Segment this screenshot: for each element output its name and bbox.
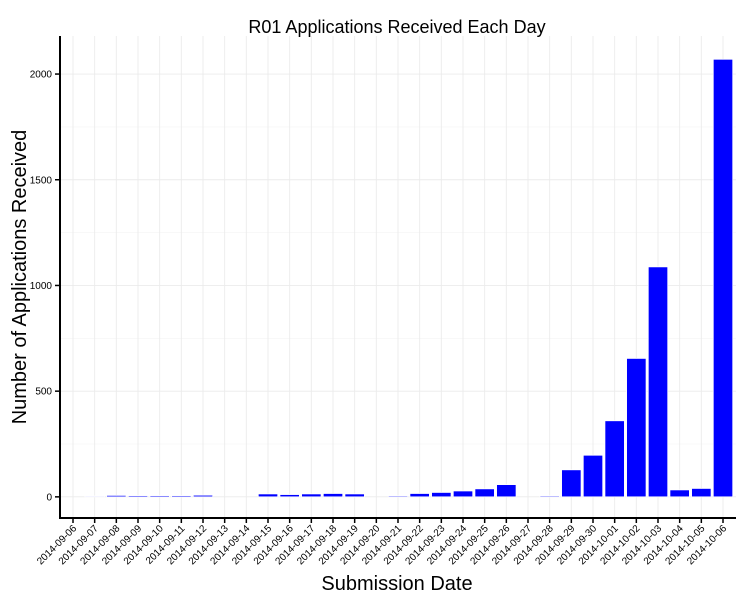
bar-2014-09-22 [409, 493, 430, 498]
bar-2014-09-18 [322, 493, 344, 498]
bar-2014-09-23 [431, 492, 452, 498]
bar-2014-09-17 [301, 493, 322, 498]
bar-2014-10-04 [669, 489, 690, 498]
y-tick-label: 1500 [30, 175, 53, 186]
y-axis-ticks: 0 500 1000 1500 2000 [30, 70, 60, 503]
bar-2014-10-05 [691, 488, 712, 498]
chart-title: R01 Applications Received Each Day [248, 17, 545, 37]
bar-2014-10-06 [712, 58, 734, 498]
bar-2014-09-16 [279, 494, 300, 498]
y-axis-title: Number of Applications Received [9, 130, 31, 425]
x-axis-title: Submission Date [321, 573, 472, 595]
bar-2014-10-03 [647, 266, 669, 498]
grid [60, 36, 736, 518]
bar-2014-09-21 [387, 495, 409, 498]
bar-2014-09-28 [539, 495, 560, 498]
y-tick-label: 0 [46, 492, 52, 503]
y-tick-label: 500 [35, 387, 52, 398]
bar-2014-09-24 [452, 490, 474, 498]
bars [84, 58, 734, 498]
bar-2014-09-25 [474, 488, 495, 498]
bar-2014-09-15 [257, 493, 279, 498]
bar-2014-09-08 [106, 494, 127, 498]
bar-2014-09-19 [344, 493, 365, 498]
y-tick-label: 2000 [30, 70, 53, 81]
bar-2014-10-02 [626, 357, 647, 498]
y-tick-label: 1000 [30, 281, 53, 292]
bar-2014-09-30 [582, 454, 604, 498]
bar-2014-09-26 [496, 484, 517, 498]
bar-2014-09-09 [127, 495, 149, 498]
bar-2014-10-01 [604, 420, 625, 498]
bar-2014-09-07 [84, 495, 105, 498]
bar-2014-09-29 [561, 469, 582, 498]
bar-2014-09-12 [192, 494, 214, 498]
x-axis-ticks: 2014-09-062014-09-072014-09-082014-09-09… [35, 518, 729, 567]
bar-2014-09-11 [171, 495, 192, 498]
bar-2014-09-10 [149, 495, 170, 498]
